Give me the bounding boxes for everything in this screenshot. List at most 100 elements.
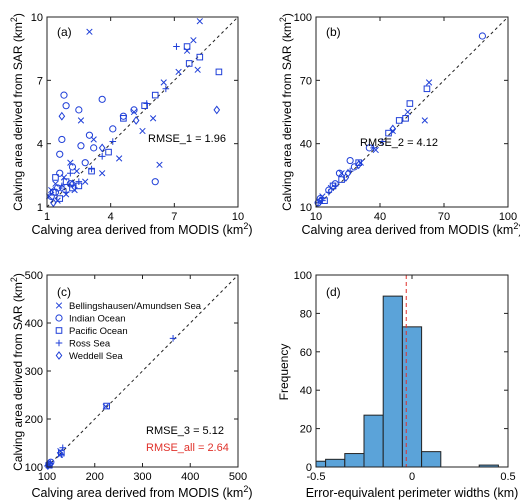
panel-a-x-tick-label: 7 [171, 211, 177, 223]
panel-d-y-axis-label: Frequency [277, 344, 291, 401]
panel-b-point [389, 124, 397, 134]
panel-c-y-tick-label: 200 [25, 414, 43, 426]
panel-a-point [48, 186, 55, 194]
panel-a-point [58, 183, 66, 193]
panel-a-point [130, 106, 138, 114]
panel-a: 1 4 7 10 1 4 7 10 (a) RMSE_1 = 1.96 Calving are… [9, 12, 253, 237]
panel-b-x-axis-label: Calving area derived from MODIS (km2) [301, 221, 520, 237]
panel-a-point [156, 161, 163, 168]
histogram-bar [363, 414, 384, 468]
panel-b-y-tick-label: 40 [300, 139, 312, 151]
panel-a-point [196, 53, 204, 61]
panel-c-legend: Bellingshausen/Amundsen Sea Indian OceanP… [55, 301, 202, 362]
panel-b-point [316, 196, 324, 206]
histogram-bar [401, 326, 423, 468]
legend-marker-s [55, 327, 63, 334]
panel-a-point [213, 105, 221, 115]
panel-a-point [175, 68, 182, 76]
legend-label: Pacific Ocean [69, 326, 128, 337]
panel-a-rmse-annotation: RMSE_1 = 1.96 [148, 133, 226, 145]
panel-b-point [346, 156, 354, 165]
panel-a-x-axis-label: Calving area derived from MODIS (km2) [31, 221, 252, 237]
panel-d-label: (d) [326, 285, 341, 299]
panel-a-y-tick-label: 7 [37, 75, 43, 87]
legend-marker-x [55, 302, 63, 309]
panel-a-point [183, 43, 191, 50]
panel-a-point [54, 184, 62, 192]
panel-a-y-tick-label: 1 [37, 202, 43, 214]
panel-a-point [173, 43, 180, 50]
panel-a-point [132, 116, 140, 125]
panel-a-point [85, 131, 94, 139]
panel-a-y-axis-label: Calving area derived from SAR (km2) [9, 13, 25, 211]
panel-a-point [77, 117, 85, 124]
panel-a-point [56, 150, 64, 158]
panel-a-point [151, 91, 159, 99]
panel-c-rmse-annotation: RMSE_3 = 5.12 [146, 425, 224, 437]
panel-c-x-tick-label: 400 [181, 471, 199, 483]
panel-a-point [215, 68, 223, 76]
panel-a-axes-frame [46, 16, 239, 208]
panel-a-point [68, 163, 77, 171]
panel-d-y-tick-label: 40 [300, 385, 312, 397]
panel-a-point [62, 188, 70, 196]
legend-marker-d [55, 351, 63, 360]
histogram-bar [344, 453, 365, 468]
panel-b-point [395, 117, 403, 124]
panel-a-point [162, 85, 170, 93]
panel-a-point [160, 79, 167, 86]
panel-a-point [185, 60, 193, 67]
legend-marker-o [55, 314, 63, 322]
panel-a-point [116, 155, 123, 162]
panel-a-point [56, 169, 64, 177]
panel-a-point [109, 138, 117, 145]
panel-a-point [62, 102, 70, 110]
panel-d-y-tick-label: 20 [300, 424, 312, 436]
panel-a-point [99, 170, 106, 177]
panel-c-x-tick-label: 200 [86, 471, 104, 483]
panel-a-point [81, 159, 89, 167]
panel-a-point [183, 47, 191, 54]
panel-a-point [143, 100, 151, 107]
panel-a-point [194, 66, 201, 73]
panel-c-point [47, 459, 54, 469]
panel-a-point [52, 180, 59, 187]
panel-c-point [169, 335, 177, 342]
panel-c-point [58, 451, 65, 458]
panel-c-y-tick-label: 300 [25, 366, 43, 378]
legend-label: Weddell Sea [69, 351, 123, 362]
panel-a-point [58, 111, 66, 121]
panel-b-point [425, 79, 433, 86]
panel-b-x-tick-label: 10 [310, 211, 322, 223]
panel-b-y-tick-label: 10 [300, 202, 312, 214]
panel-c-y-tick-label: 400 [25, 318, 43, 330]
panel-c-axes-frame [46, 274, 239, 468]
panel-b-point [355, 160, 362, 170]
panel-a-point [139, 127, 146, 135]
panel-a-x-tick-label: 1 [44, 211, 50, 223]
panel-a-x-tick-label: 4 [108, 211, 114, 223]
panel-c-x-axis-label: Calving area derived from MODIS (km2) [31, 484, 252, 500]
panel-a-point [69, 179, 76, 189]
legend-marker-+ [55, 339, 63, 347]
panel-a-point [141, 102, 148, 109]
panel-a-point [62, 178, 70, 185]
histogram-bar [382, 295, 403, 468]
panel-c-x-tick-label: 300 [133, 471, 151, 483]
panel-b: 10 40 70 100 10 40 70 100 (b) RMSE_2 = 4.12 Cal… [278, 12, 520, 237]
panel-a-point [130, 108, 138, 116]
panel-a-y-tick-label: 10 [31, 12, 43, 24]
panel-b-point [406, 100, 414, 107]
panel-a-point [52, 174, 59, 181]
legend-label: Bellingshausen/Amundsen Sea [69, 301, 202, 312]
panel-a-point [67, 159, 74, 166]
panel-b-x-tick-label: 70 [438, 211, 450, 223]
panel-b-x-tick-label: 100 [499, 211, 517, 223]
panel-b-point [378, 138, 386, 145]
panel-b-point [316, 194, 324, 203]
panel-a-point [149, 115, 157, 122]
panel-a-x-tick-label: 10 [232, 211, 244, 223]
legend-label: Ross Sea [69, 339, 111, 350]
